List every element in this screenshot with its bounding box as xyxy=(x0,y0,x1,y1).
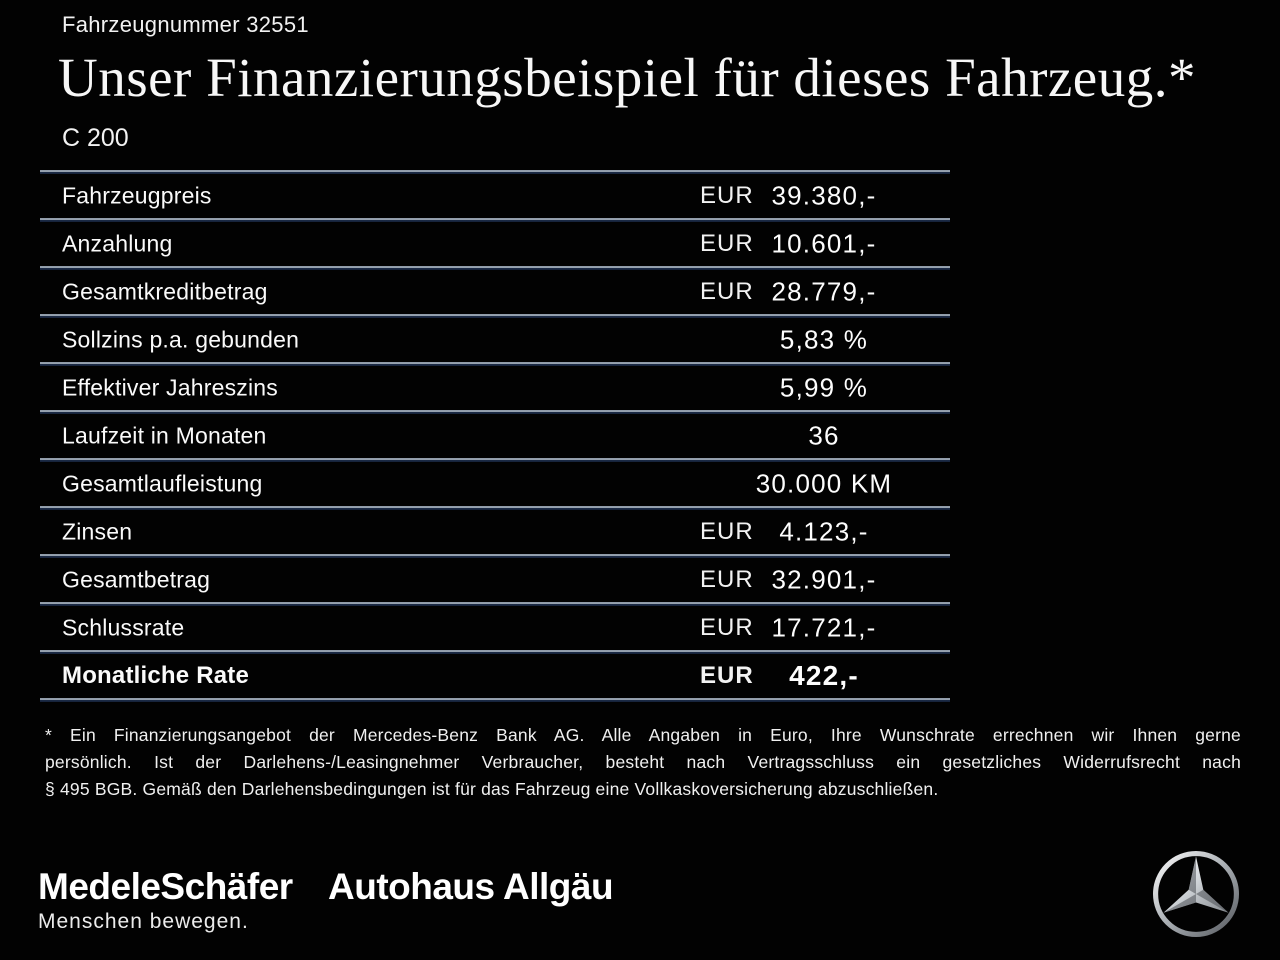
model-name: C 200 xyxy=(62,124,129,152)
table-row: Gesamtbetrag EUR 32.901,- xyxy=(40,558,950,602)
row-value: 422,- xyxy=(789,660,859,691)
row-currency: EUR xyxy=(700,566,754,593)
table-divider xyxy=(40,602,950,606)
table-row: Gesamtlaufleistung 30.000 KM xyxy=(40,462,950,506)
row-label: Effektiver Jahreszins xyxy=(62,374,278,401)
dealer-logo-medele-schaefer: MedeleSchäfer xyxy=(38,866,293,907)
table-divider xyxy=(40,314,950,318)
row-value: 32.901,- xyxy=(771,564,877,595)
dealer-tagline: Menschen bewegen. xyxy=(38,910,249,933)
row-currency: EUR xyxy=(700,518,754,545)
table-divider xyxy=(40,266,950,270)
row-value: 30.000 KM xyxy=(755,468,893,499)
table-divider xyxy=(40,170,950,174)
row-value: 4.123,- xyxy=(779,516,869,547)
row-value: 10.601,- xyxy=(771,228,877,259)
dealer-logo-autohaus-allgaeu: Autohaus Allgäu xyxy=(328,866,614,907)
row-label: Anzahlung xyxy=(62,230,173,257)
footnote: * Ein Finanzierungsangebot der Mercedes-… xyxy=(45,722,1241,803)
row-label: Schlussrate xyxy=(62,614,185,641)
table-row: Zinsen EUR 4.123,- xyxy=(40,510,950,554)
row-currency: EUR xyxy=(700,182,754,209)
vehicle-number: Fahrzeugnummer 32551 xyxy=(62,12,309,37)
table-row-monthly-rate: Monatliche Rate EUR 422,- xyxy=(40,654,950,698)
row-currency: EUR xyxy=(700,278,754,305)
row-label: Monatliche Rate xyxy=(62,662,250,689)
row-value: 5,99 % xyxy=(779,372,869,403)
table-divider xyxy=(40,218,950,222)
table-row: Laufzeit in Monaten 36 xyxy=(40,414,950,458)
row-label: Sollzins p.a. gebunden xyxy=(62,326,300,353)
row-value: 28.779,- xyxy=(771,276,877,307)
table-row: Schlussrate EUR 17.721,- xyxy=(40,606,950,650)
row-value: 39.380,- xyxy=(771,180,877,211)
table-row: Anzahlung EUR 10.601,- xyxy=(40,222,950,266)
row-value: 17.721,- xyxy=(771,612,877,643)
row-currency: EUR xyxy=(700,662,754,689)
row-value: 36 xyxy=(808,420,840,451)
table-divider xyxy=(40,458,950,462)
row-label: Gesamtkreditbetrag xyxy=(62,278,268,305)
row-label: Gesamtlaufleistung xyxy=(62,470,263,497)
table-row: Sollzins p.a. gebunden 5,83 % xyxy=(40,318,950,362)
row-currency: EUR xyxy=(700,230,754,257)
table-divider xyxy=(40,698,950,702)
table-row: Gesamtkreditbetrag EUR 28.779,- xyxy=(40,270,950,314)
row-label: Laufzeit in Monaten xyxy=(62,422,267,449)
row-label: Fahrzeugpreis xyxy=(62,182,212,209)
table-divider xyxy=(40,506,950,510)
table-row: Fahrzeugpreis EUR 39.380,- xyxy=(40,174,950,218)
row-label: Zinsen xyxy=(62,518,133,545)
row-currency: EUR xyxy=(700,614,754,641)
footnote-line: * Ein Finanzierungsangebot der Mercedes-… xyxy=(45,725,1241,745)
row-value: 5,83 % xyxy=(779,324,869,355)
financing-table: Fahrzeugpreis EUR 39.380,- Anzahlung EUR… xyxy=(40,170,950,702)
table-divider xyxy=(40,410,950,414)
footnote-line: § 495 BGB. Gemäß den Darlehensbedingunge… xyxy=(45,779,939,799)
footnote-line: persönlich. Ist der Darlehens-/Leasingne… xyxy=(45,752,1241,772)
table-divider xyxy=(40,650,950,654)
mercedes-star-icon xyxy=(1152,850,1240,938)
table-row: Effektiver Jahreszins 5,99 % xyxy=(40,366,950,410)
page-title: Unser Finanzierungsbeispiel für dieses F… xyxy=(58,47,1196,108)
table-divider xyxy=(40,362,950,366)
row-label: Gesamtbetrag xyxy=(62,566,211,593)
table-divider xyxy=(40,554,950,558)
